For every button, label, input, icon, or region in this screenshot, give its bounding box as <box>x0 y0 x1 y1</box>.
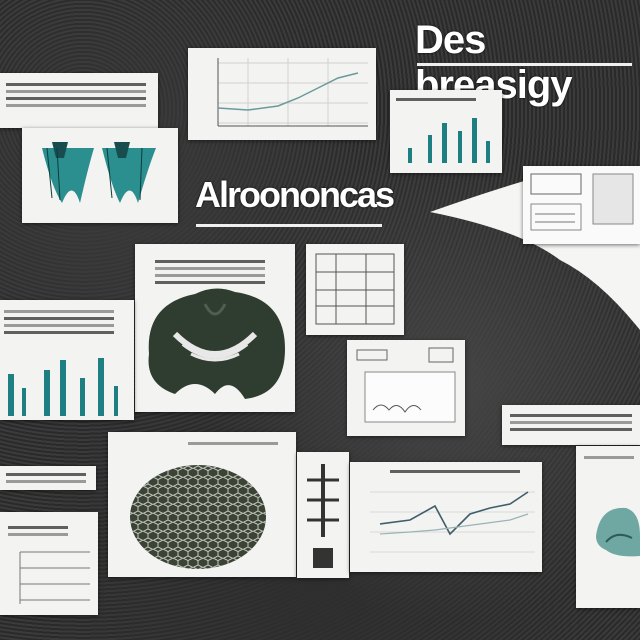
hexagon-card <box>108 432 296 577</box>
teal-object-card <box>576 446 640 608</box>
bar-chart-card-left <box>0 300 134 420</box>
vertical-chart-card <box>297 452 349 578</box>
table-sheet <box>19 551 90 604</box>
hexagon-texture-illustration <box>130 465 266 569</box>
line-chart <box>370 491 535 553</box>
text-card-bottom-left <box>0 466 96 490</box>
text-card-right <box>502 405 640 445</box>
table-sheet <box>530 173 634 231</box>
main-title-underline <box>417 63 632 66</box>
teal-object-illustration <box>596 507 640 557</box>
secondary-title: Alroononcas <box>195 174 395 215</box>
line-chart-card-top <box>188 48 376 140</box>
diagram-card <box>347 340 465 436</box>
bar-chart-card-top <box>390 90 502 173</box>
secondary-title-underline <box>196 224 382 227</box>
vertical-diagram <box>307 464 339 568</box>
table-card-middle <box>306 244 404 335</box>
brain-illustration <box>148 288 285 399</box>
line-chart-card-bottom <box>350 462 542 572</box>
teal-illustration-card <box>22 128 178 223</box>
table-sheet <box>315 253 395 325</box>
line-chart <box>217 58 368 127</box>
bar-chart <box>404 111 492 163</box>
brain-card <box>135 244 295 412</box>
bar-chart <box>4 356 124 416</box>
scaled-object-illustration <box>42 142 156 203</box>
diagram-sketch <box>356 347 456 423</box>
sheet-card-bottom-left <box>0 512 98 615</box>
text-card-top-left <box>0 73 158 128</box>
callout-sheet-card <box>523 166 640 244</box>
